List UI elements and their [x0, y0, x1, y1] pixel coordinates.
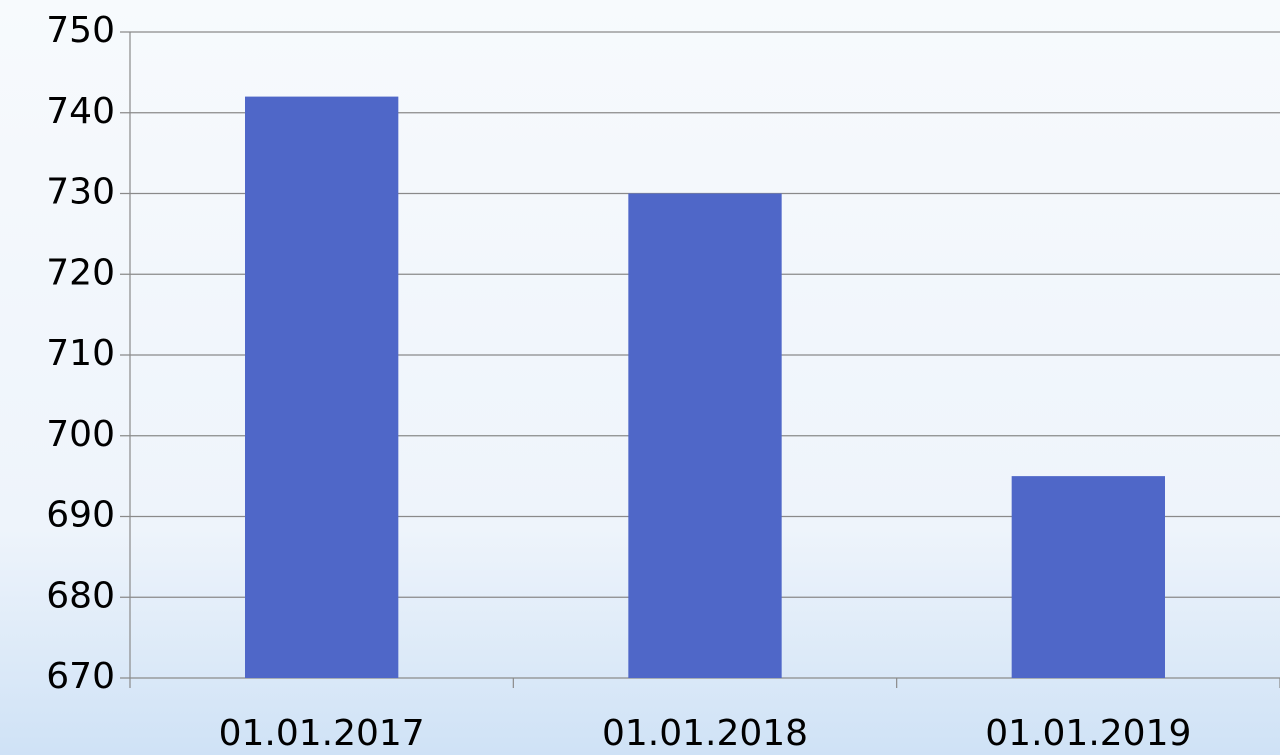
y-tick-label: 740	[46, 91, 115, 132]
y-tick-label: 670	[46, 656, 115, 697]
bar	[245, 96, 399, 679]
y-tick-label: 730	[46, 172, 115, 213]
y-tick-label: 750	[46, 10, 115, 51]
y-tick-label: 680	[46, 575, 115, 616]
x-tick-label: 01.01.2018	[602, 713, 808, 754]
x-tick-label: 01.01.2019	[985, 713, 1191, 754]
y-tick-label: 720	[46, 252, 115, 293]
y-tick-label: 710	[46, 333, 115, 374]
bar	[1011, 476, 1165, 678]
y-tick-label: 690	[46, 495, 115, 536]
bar	[628, 193, 782, 678]
x-tick-label: 01.01.2017	[219, 713, 425, 754]
y-tick-label: 700	[46, 414, 115, 455]
